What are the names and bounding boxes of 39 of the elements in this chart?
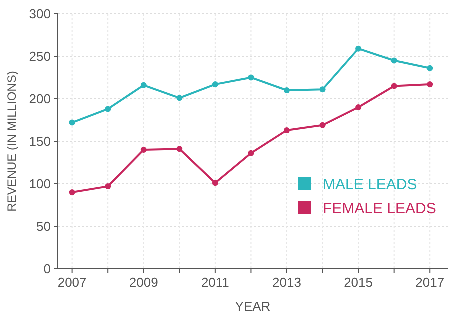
y-tick-label: 250	[29, 49, 51, 64]
y-tick-label: 150	[29, 134, 51, 150]
point	[284, 88, 290, 94]
point	[176, 95, 183, 102]
point	[105, 184, 112, 190]
y-tick-label: 200	[29, 92, 51, 107]
y-tick-label: 0	[44, 262, 51, 277]
point	[427, 82, 434, 88]
x-axis-title: YEAR	[235, 299, 271, 314]
x-tick-label: 2009	[129, 275, 158, 290]
point	[356, 46, 362, 52]
x-tick-label: 2007	[58, 275, 87, 290]
point	[69, 190, 76, 196]
legend-label: MALE LEADS	[323, 176, 418, 194]
y-tick-label: 50	[36, 219, 51, 234]
point	[391, 83, 398, 90]
x-tick-label: 2015	[344, 275, 374, 290]
x-tick-label: 2017	[416, 275, 445, 290]
point	[356, 104, 362, 110]
point	[391, 58, 398, 64]
point	[284, 127, 290, 134]
point	[248, 150, 254, 156]
point	[69, 120, 76, 126]
x-tick-label: 2011	[201, 275, 230, 290]
point	[140, 147, 147, 153]
point	[212, 82, 218, 88]
y-tick-label: 300	[29, 6, 51, 22]
point	[212, 180, 218, 186]
point	[248, 74, 254, 81]
legend-label: FEMALE LEADS	[323, 200, 436, 218]
point	[320, 122, 326, 128]
y-axis-title: REVENUE (IN MILLIONS)	[5, 71, 19, 212]
y-tick-label: 100	[29, 176, 51, 192]
point	[320, 86, 326, 93]
point	[105, 106, 112, 112]
point	[140, 82, 147, 88]
point	[427, 65, 434, 72]
point	[176, 146, 183, 152]
x-tick-label: 2013	[272, 275, 302, 290]
